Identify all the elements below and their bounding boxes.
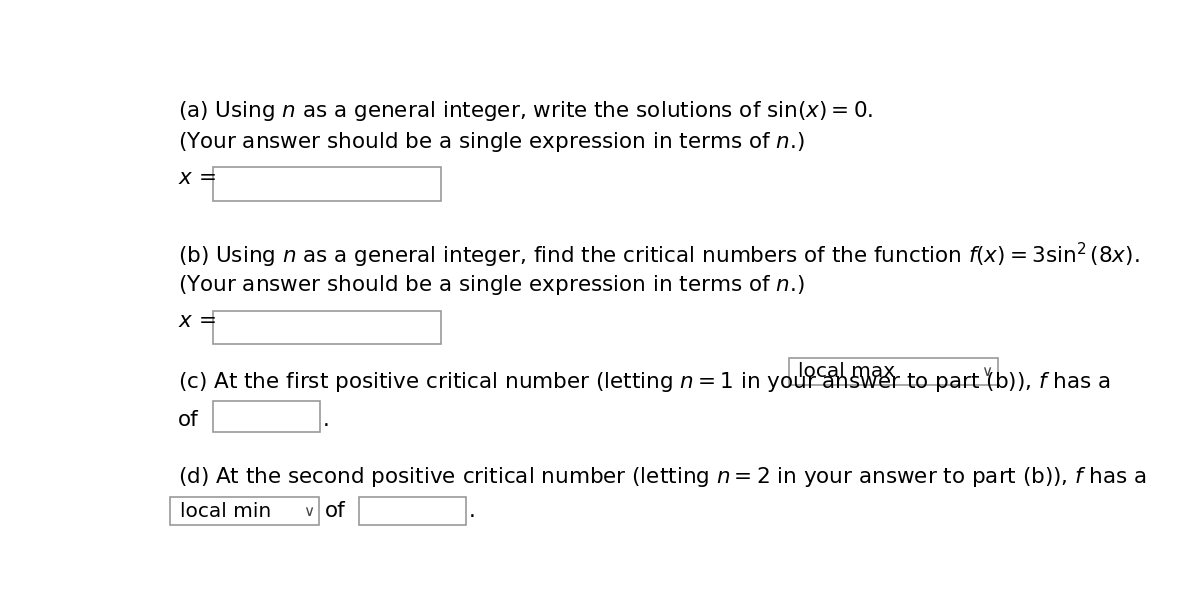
- Text: (Your answer should be a single expression in terms of $n$.): (Your answer should be a single expressi…: [178, 273, 805, 297]
- Bar: [359, 497, 467, 525]
- Bar: [214, 311, 442, 344]
- Text: (b) Using $n$ as a general integer, find the critical numbers of the function $f: (b) Using $n$ as a general integer, find…: [178, 241, 1140, 270]
- Text: ∨: ∨: [982, 364, 992, 379]
- Text: (Your answer should be a single expression in terms of $n$.): (Your answer should be a single expressi…: [178, 130, 805, 154]
- Text: $x$ =: $x$ =: [178, 311, 216, 331]
- Text: (c) At the first positive critical number (letting $n = 1$ in your answer to par: (c) At the first positive critical numbe…: [178, 370, 1110, 394]
- Text: local max: local max: [798, 362, 895, 381]
- Text: local min: local min: [180, 502, 271, 521]
- Bar: [170, 497, 319, 525]
- Bar: [214, 401, 320, 433]
- Text: ∨: ∨: [302, 504, 313, 519]
- Text: .: .: [323, 409, 330, 430]
- Text: (a) Using $n$ as a general integer, write the solutions of $\sin(x) = 0.$: (a) Using $n$ as a general integer, writ…: [178, 99, 874, 123]
- Text: $x$ =: $x$ =: [178, 168, 216, 187]
- Text: of: of: [178, 409, 199, 430]
- Text: of: of: [325, 501, 346, 521]
- Text: .: .: [469, 501, 476, 521]
- Text: (d) At the second positive critical number (letting $n = 2$ in your answer to pa: (d) At the second positive critical numb…: [178, 465, 1147, 490]
- Bar: [214, 167, 442, 201]
- Bar: [788, 358, 998, 385]
